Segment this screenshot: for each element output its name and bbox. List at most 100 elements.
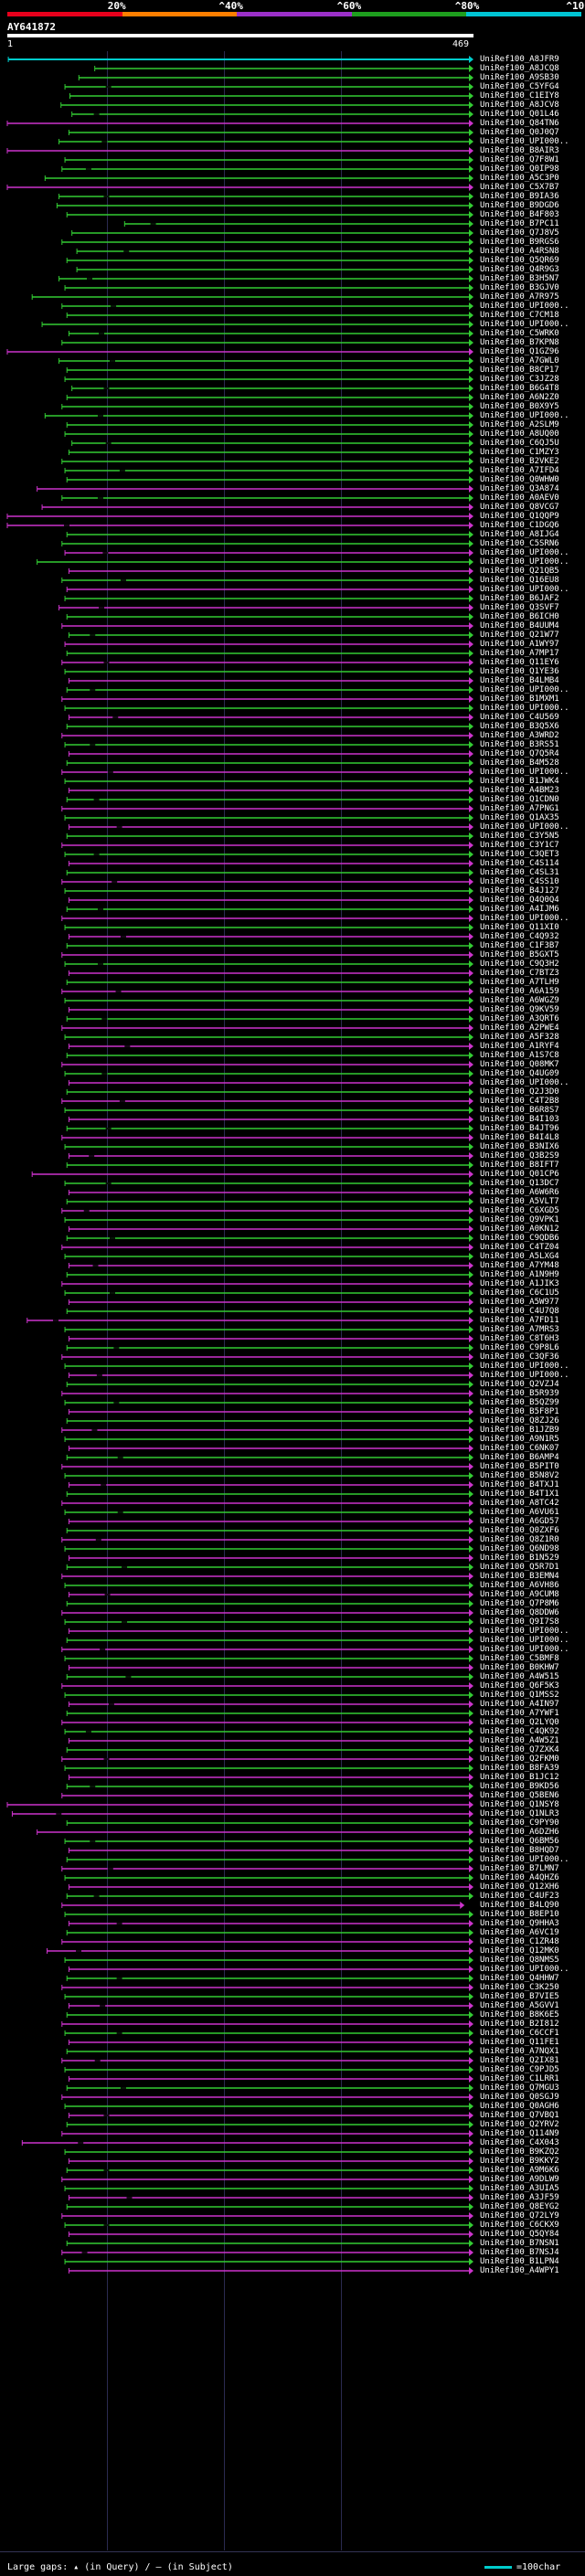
hit-label[interactable]: UniRef100_UPI000.. bbox=[480, 1965, 569, 1974]
hit-label[interactable]: UniRef100_C7BTZ3 bbox=[480, 969, 559, 978]
hit-label[interactable]: UniRef100_Q1MSS2 bbox=[480, 1691, 559, 1700]
hit-label[interactable]: UniRef100_C4UF23 bbox=[480, 1892, 559, 1901]
hit-label[interactable]: UniRef100_C4U569 bbox=[480, 713, 559, 722]
hit-label[interactable]: UniRef100_Q2VZJ4 bbox=[480, 1380, 559, 1389]
hit-label[interactable]: UniRef100_B9IA36 bbox=[480, 192, 559, 201]
hit-label[interactable]: UniRef100_B4UUM4 bbox=[480, 621, 559, 631]
hit-label[interactable]: UniRef100_A2SLM9 bbox=[480, 420, 559, 429]
hit-label[interactable]: UniRef100_A6N2Z0 bbox=[480, 393, 559, 402]
hit-label[interactable]: UniRef100_Q12XH6 bbox=[480, 1882, 559, 1892]
hit-label[interactable]: UniRef100_Q8EYG2 bbox=[480, 2202, 559, 2211]
hit-label[interactable]: UniRef100_Q0SGJ9 bbox=[480, 2093, 559, 2102]
hit-label[interactable]: UniRef100_UPI000.. bbox=[480, 1078, 569, 1087]
hit-label[interactable]: UniRef100_B9KD56 bbox=[480, 1782, 559, 1791]
hit-label[interactable]: UniRef100_C3JZ28 bbox=[480, 375, 559, 384]
hit-label[interactable]: UniRef100_A7GWL0 bbox=[480, 356, 559, 366]
hit-label[interactable]: UniRef100_Q0ZXF6 bbox=[480, 1526, 559, 1535]
hit-label[interactable]: UniRef100_A9CUM8 bbox=[480, 1590, 559, 1599]
hit-label[interactable]: UniRef100_Q5QR69 bbox=[480, 256, 559, 265]
hit-label[interactable]: UniRef100_A8JFR9 bbox=[480, 55, 559, 64]
hit-label[interactable]: UniRef100_B9KZQ2 bbox=[480, 2147, 559, 2157]
hit-label[interactable]: UniRef100_B1JZB9 bbox=[480, 1426, 559, 1435]
hit-label[interactable]: UniRef100_Q7F8W1 bbox=[480, 155, 559, 164]
hit-label[interactable]: UniRef100_C4T2B8 bbox=[480, 1097, 559, 1106]
hit-label[interactable]: UniRef100_A4IJM6 bbox=[480, 905, 559, 914]
hit-label[interactable]: UniRef100_B3Q5X6 bbox=[480, 722, 559, 731]
hit-label[interactable]: UniRef100_Q8Z1R0 bbox=[480, 1535, 559, 1544]
hit-label[interactable]: UniRef100_Q2LYQ0 bbox=[480, 1718, 559, 1727]
hit-label[interactable]: UniRef100_A3QRT6 bbox=[480, 1014, 559, 1023]
hit-label[interactable]: UniRef100_B4TXJ1 bbox=[480, 1480, 559, 1489]
hit-label[interactable]: UniRef100_Q8ZJ26 bbox=[480, 1416, 559, 1426]
hit-label[interactable]: UniRef100_Q0IP98 bbox=[480, 164, 559, 174]
hit-label[interactable]: UniRef100_B7VIE5 bbox=[480, 1992, 559, 2001]
hit-label[interactable]: UniRef100_C3QF36 bbox=[480, 1352, 559, 1362]
hit-label[interactable]: UniRef100_C3Y1C7 bbox=[480, 841, 559, 850]
hit-label[interactable]: UniRef100_C5X7B7 bbox=[480, 183, 559, 192]
hit-label[interactable]: UniRef100_Q6BM56 bbox=[480, 1837, 559, 1846]
hit-label[interactable]: UniRef100_C6CCF1 bbox=[480, 2029, 559, 2038]
hit-label[interactable]: UniRef100_B7LMN7 bbox=[480, 1864, 559, 1873]
hit-label[interactable]: UniRef100_UPI000.. bbox=[480, 914, 569, 923]
hit-label[interactable]: UniRef100_C1EIY8 bbox=[480, 91, 559, 101]
hit-label[interactable]: UniRef100_A9N1R5 bbox=[480, 1435, 559, 1444]
hit-label[interactable]: UniRef100_Q9I7S8 bbox=[480, 1617, 559, 1627]
hit-label[interactable]: UniRef100_B7PC11 bbox=[480, 219, 559, 228]
hit-label[interactable]: UniRef100_C4S114 bbox=[480, 859, 559, 868]
hit-label[interactable]: UniRef100_B9KKY2 bbox=[480, 2157, 559, 2166]
hit-label[interactable]: UniRef100_A8IJG4 bbox=[480, 530, 559, 539]
hit-label[interactable]: UniRef100_Q8VCG7 bbox=[480, 503, 559, 512]
hit-label[interactable]: UniRef100_Q13DC7 bbox=[480, 1179, 559, 1188]
hit-label[interactable]: UniRef100_A3JF59 bbox=[480, 2193, 559, 2202]
hit-label[interactable]: UniRef100_Q0AGH6 bbox=[480, 2102, 559, 2111]
hit-label[interactable]: UniRef100_C9Q3H2 bbox=[480, 959, 559, 969]
hit-label[interactable]: UniRef100_UPI000.. bbox=[480, 411, 569, 420]
hit-label[interactable]: UniRef100_Q21QB5 bbox=[480, 567, 559, 576]
hit-label[interactable]: UniRef100_A5C3P0 bbox=[480, 174, 559, 183]
hit-label[interactable]: UniRef100_B3EMN4 bbox=[480, 1572, 559, 1581]
hit-label[interactable]: UniRef100_Q114N9 bbox=[480, 2129, 559, 2138]
hit-label[interactable]: UniRef100_C6XGD5 bbox=[480, 1206, 559, 1215]
hit-label[interactable]: UniRef100_B1MXM1 bbox=[480, 694, 559, 704]
hit-label[interactable]: UniRef100_UPI000.. bbox=[480, 1855, 569, 1864]
hit-label[interactable]: UniRef100_A0KN12 bbox=[480, 1224, 559, 1234]
hit-label[interactable]: UniRef100_Q0WHW0 bbox=[480, 475, 559, 484]
hit-label[interactable]: UniRef100_Q7Q5R4 bbox=[480, 749, 559, 758]
hit-label[interactable]: UniRef100_B5F8P1 bbox=[480, 1407, 559, 1416]
hit-label[interactable]: UniRef100_C1ZR48 bbox=[480, 1937, 559, 1946]
hit-label[interactable]: UniRef100_Q12MK0 bbox=[480, 1946, 559, 1956]
hit-label[interactable]: UniRef100_UPI000.. bbox=[480, 1371, 569, 1380]
hit-label[interactable]: UniRef100_A0AEV0 bbox=[480, 493, 559, 503]
hit-label[interactable]: UniRef100_B4T1X1 bbox=[480, 1489, 559, 1499]
hit-label[interactable]: UniRef100_A8UQ00 bbox=[480, 429, 559, 439]
hit-label[interactable]: UniRef100_B5GXT5 bbox=[480, 950, 559, 959]
hit-label[interactable]: UniRef100_B6AMP4 bbox=[480, 1453, 559, 1462]
hit-label[interactable]: UniRef100_Q1YE36 bbox=[480, 667, 559, 676]
hit-label[interactable]: UniRef100_B6ICH0 bbox=[480, 612, 559, 621]
hit-label[interactable]: UniRef100_C5WRK0 bbox=[480, 329, 559, 338]
hit-label[interactable]: UniRef100_A8TC42 bbox=[480, 1499, 559, 1508]
hit-label[interactable]: UniRef100_Q8NMS5 bbox=[480, 1956, 559, 1965]
hit-label[interactable]: UniRef100_C6C1U5 bbox=[480, 1288, 559, 1298]
hit-label[interactable]: UniRef100_A1RYF4 bbox=[480, 1042, 559, 1051]
hit-label[interactable]: UniRef100_Q1GZ96 bbox=[480, 347, 559, 356]
hit-label[interactable]: UniRef100_A4W5Z1 bbox=[480, 1736, 559, 1745]
hit-label[interactable]: UniRef100_Q2YRV2 bbox=[480, 2120, 559, 2129]
hit-label[interactable]: UniRef100_UPI000.. bbox=[480, 137, 569, 146]
hit-label[interactable]: UniRef100_A7PNG1 bbox=[480, 804, 559, 813]
hit-label[interactable]: UniRef100_A7NQX1 bbox=[480, 2047, 559, 2056]
hit-label[interactable]: UniRef100_A1N9H9 bbox=[480, 1270, 559, 1279]
hit-label[interactable]: UniRef100_Q4Q0Q4 bbox=[480, 896, 559, 905]
hit-label[interactable]: UniRef100_A4QHZ6 bbox=[480, 1873, 559, 1882]
hit-label[interactable]: UniRef100_Q9VPK1 bbox=[480, 1215, 559, 1224]
hit-label[interactable]: UniRef100_Q5BEN6 bbox=[480, 1791, 559, 1800]
hit-label[interactable]: UniRef100_B8FA39 bbox=[480, 1764, 559, 1773]
hit-label[interactable]: UniRef100_Q1NLR3 bbox=[480, 1809, 559, 1818]
hit-label[interactable]: UniRef100_Q7J8V5 bbox=[480, 228, 559, 238]
hit-label[interactable]: UniRef100_C3K250 bbox=[480, 1983, 559, 1992]
hit-label[interactable]: UniRef100_Q11XI0 bbox=[480, 923, 559, 932]
hit-label[interactable]: UniRef100_A5F328 bbox=[480, 1033, 559, 1042]
hit-label[interactable]: UniRef100_B8HQD7 bbox=[480, 1846, 559, 1855]
hit-label[interactable]: UniRef100_C4X043 bbox=[480, 2138, 559, 2147]
hit-label[interactable]: UniRef100_A7MRS3 bbox=[480, 1325, 559, 1334]
